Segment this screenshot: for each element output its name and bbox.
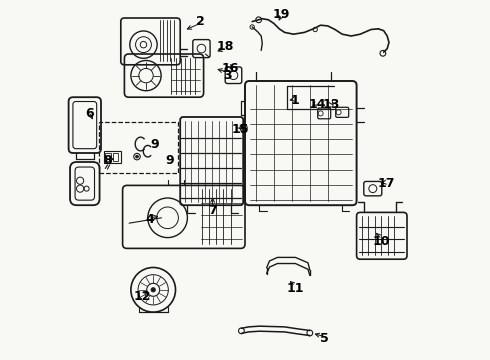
Text: 10: 10 <box>373 235 391 248</box>
Text: 2: 2 <box>196 15 204 28</box>
Text: 9: 9 <box>150 138 159 150</box>
Text: 9: 9 <box>165 154 174 167</box>
Bar <box>99 122 178 173</box>
Text: 7: 7 <box>208 204 217 217</box>
Text: 19: 19 <box>272 8 290 21</box>
Text: 17: 17 <box>377 177 395 190</box>
Text: 4: 4 <box>145 213 154 226</box>
Bar <box>105 153 111 161</box>
Text: 5: 5 <box>320 332 329 345</box>
Circle shape <box>136 155 139 158</box>
Text: 15: 15 <box>232 123 249 136</box>
Text: 11: 11 <box>287 282 304 294</box>
Text: 8: 8 <box>103 154 112 167</box>
Circle shape <box>151 288 155 292</box>
Text: 6: 6 <box>85 107 94 120</box>
Text: 14: 14 <box>308 98 326 111</box>
Text: 13: 13 <box>323 98 340 111</box>
Bar <box>113 153 118 161</box>
Bar <box>104 151 121 163</box>
Text: 16: 16 <box>221 62 239 75</box>
Text: 18: 18 <box>217 40 234 53</box>
Text: 1: 1 <box>291 94 300 107</box>
Text: 12: 12 <box>134 291 151 303</box>
Text: 3: 3 <box>222 69 231 82</box>
